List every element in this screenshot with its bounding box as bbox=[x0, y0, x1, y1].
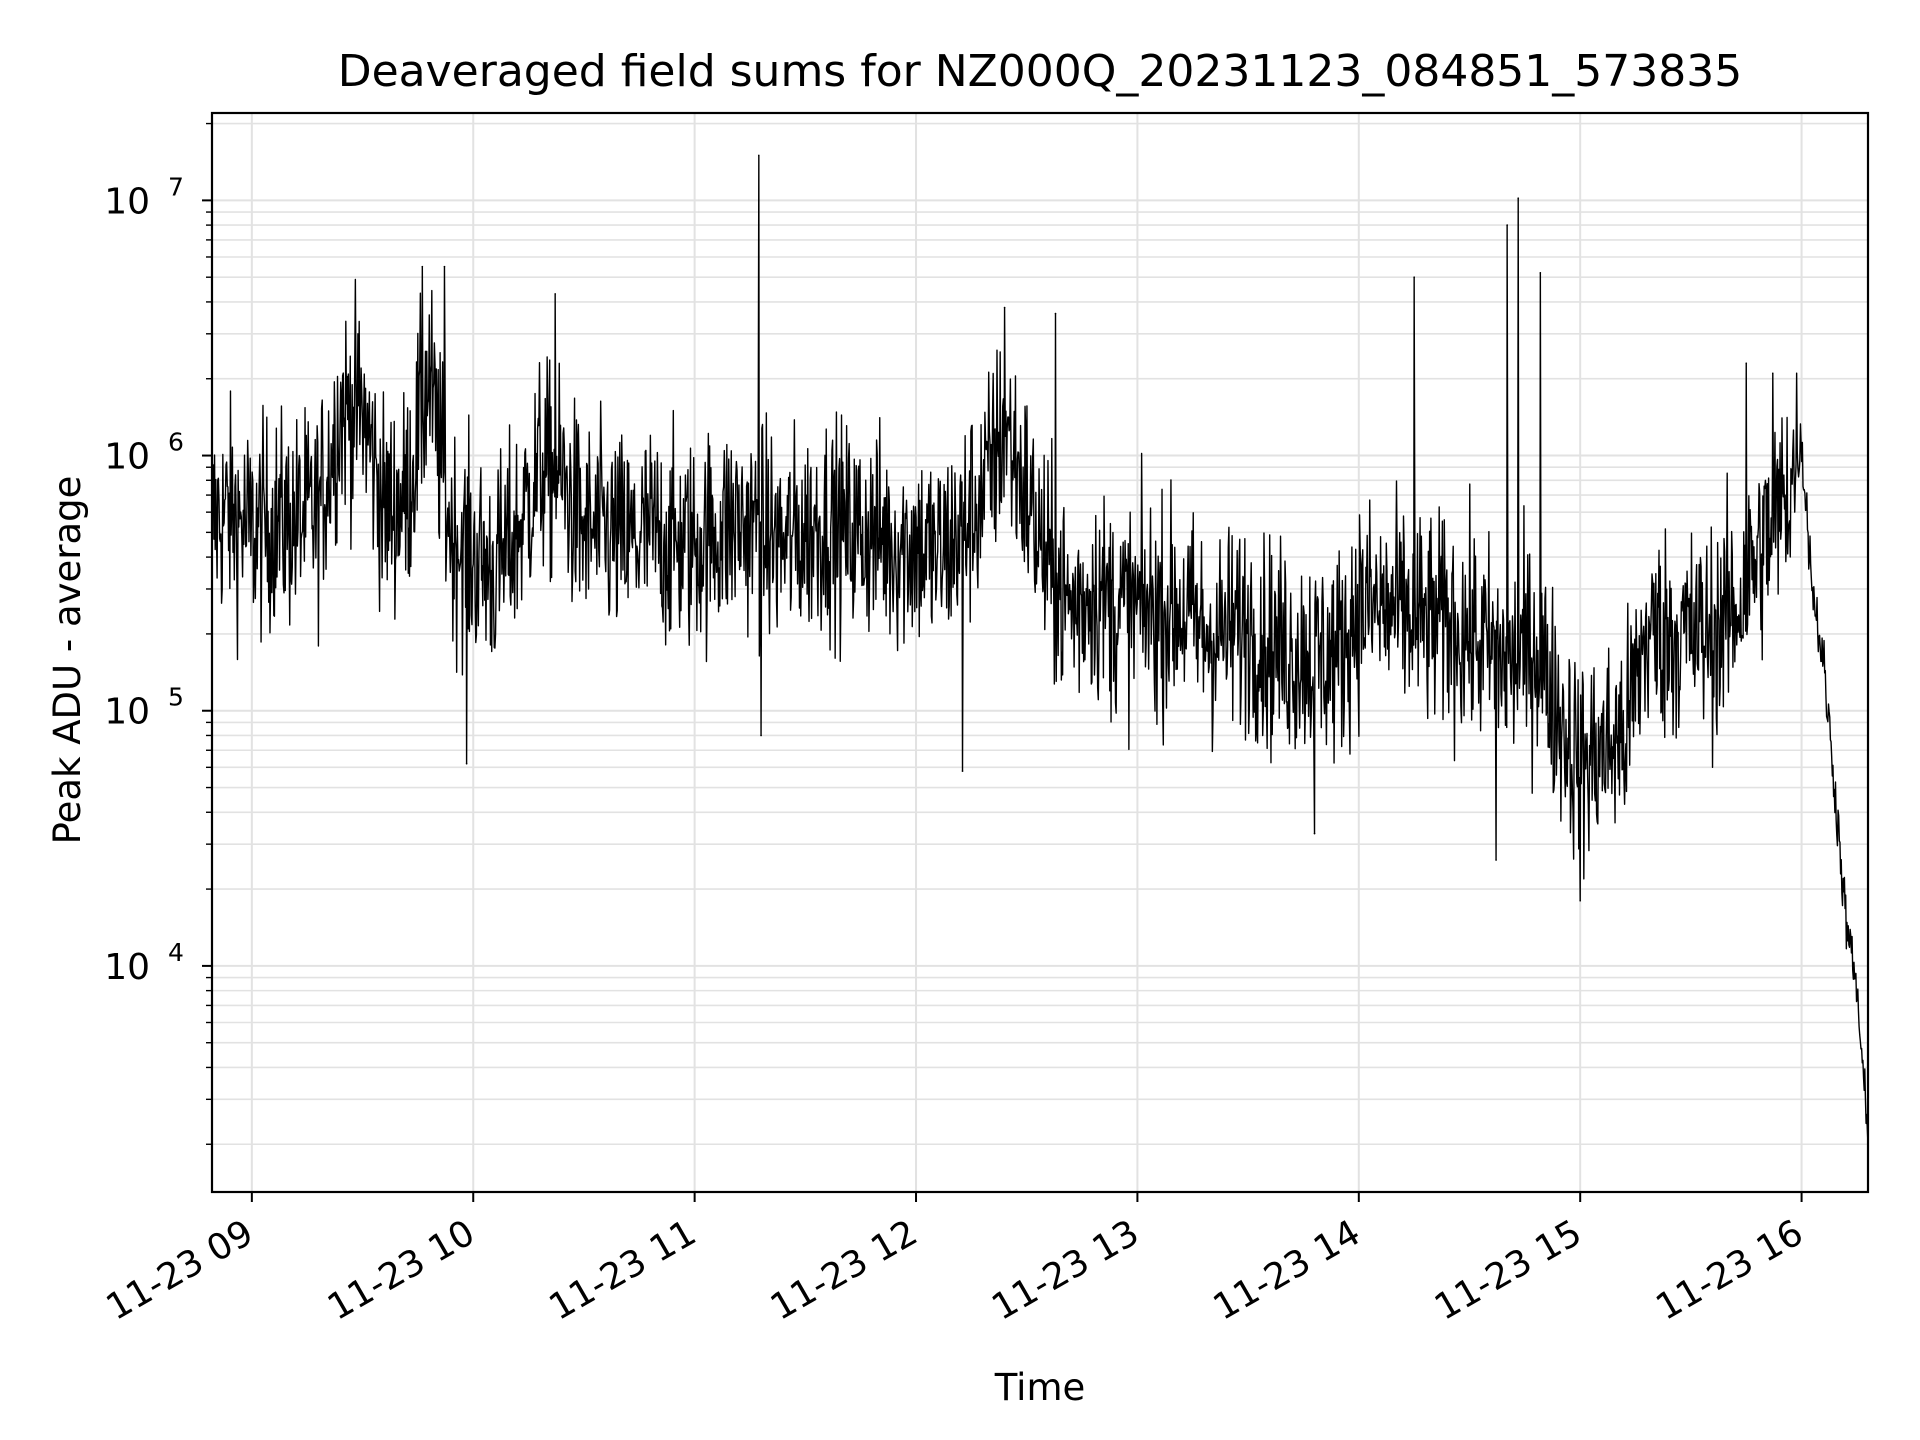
dip-point bbox=[760, 734, 762, 737]
y-tick-exponent: 5 bbox=[168, 683, 184, 712]
dip-point bbox=[1579, 899, 1581, 902]
series-line bbox=[211, 154, 1869, 1145]
peak-point bbox=[1413, 276, 1415, 278]
x-axis-label: Time bbox=[994, 1366, 1086, 1409]
y-tick-label: 10 bbox=[104, 692, 150, 733]
y-tick-label: 10 bbox=[104, 947, 150, 988]
y-tick-exponent: 6 bbox=[168, 428, 184, 457]
peak-point bbox=[421, 265, 424, 268]
dip-point bbox=[1495, 859, 1497, 861]
peak-point bbox=[1539, 272, 1542, 274]
y-tick-exponent: 4 bbox=[168, 938, 184, 967]
peak-point bbox=[1745, 362, 1748, 365]
series-layer bbox=[211, 154, 1869, 1145]
peak-point bbox=[1054, 312, 1057, 315]
plot-frame bbox=[210, 111, 1870, 1194]
peak-point bbox=[1003, 306, 1006, 309]
peak-point bbox=[443, 265, 446, 268]
y-axis-label: Peak ADU - average bbox=[46, 476, 89, 845]
dip-point bbox=[465, 762, 468, 765]
peak-point bbox=[1506, 224, 1508, 226]
y-tick-label: 10 bbox=[104, 437, 150, 478]
peak-point bbox=[1772, 372, 1774, 375]
y-tick-exponent: 7 bbox=[168, 172, 184, 201]
peak-point bbox=[1517, 197, 1520, 199]
chart-title: Deaveraged field sums for NZ000Q_2023112… bbox=[338, 46, 1743, 97]
dip-point bbox=[961, 770, 964, 772]
dip-point bbox=[1313, 832, 1316, 835]
peak-point bbox=[758, 154, 760, 157]
y-tick-label: 10 bbox=[104, 181, 150, 222]
peak-point bbox=[554, 293, 556, 295]
